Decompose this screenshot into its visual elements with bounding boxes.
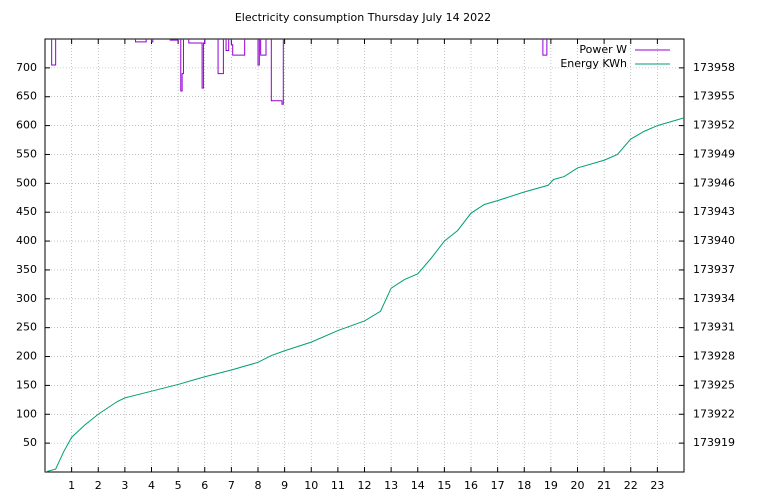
y2-tick-label: 173940 — [693, 234, 735, 247]
plot-frame — [44, 38, 685, 473]
y2-tick-label: 173928 — [693, 350, 735, 363]
y2-tick-label: 173919 — [693, 436, 735, 449]
x-tick-label: 3 — [121, 479, 128, 492]
y-tick-label: 200 — [16, 350, 37, 363]
y-tick-label: 600 — [16, 119, 37, 132]
x-tick-label: 2 — [95, 479, 102, 492]
y-tick-label: 400 — [16, 234, 37, 247]
y-tick-label: 500 — [16, 176, 37, 189]
y2-tick-label: 173934 — [693, 292, 735, 305]
y-tick-label: 250 — [16, 321, 37, 334]
y-tick-label: 450 — [16, 205, 37, 218]
y-tick-label: 650 — [16, 90, 37, 103]
x-tick-label: 10 — [304, 479, 318, 492]
x-tick-label: 13 — [384, 479, 398, 492]
chart-title: Electricity consumption Thursday July 14… — [235, 11, 491, 24]
x-tick-label: 1 — [68, 479, 75, 492]
x-tick-label: 12 — [358, 479, 372, 492]
x-tick-label: 20 — [571, 479, 585, 492]
x-tick-label: 9 — [281, 479, 288, 492]
x-tick-label: 21 — [597, 479, 611, 492]
y2-tick-label: 173922 — [693, 407, 735, 420]
y-tick-label: 50 — [23, 436, 37, 449]
x-tick-label: 4 — [148, 479, 155, 492]
x-tick-label: 22 — [624, 479, 638, 492]
x-tick-label: 19 — [544, 479, 558, 492]
y-tick-label: 550 — [16, 147, 37, 160]
y-tick-label: 150 — [16, 378, 37, 391]
series-line — [51, 39, 548, 105]
x-tick-label: 6 — [201, 479, 208, 492]
x-tick-label: 15 — [437, 479, 451, 492]
y-tick-label: 100 — [16, 407, 37, 420]
x-tick-label: 16 — [464, 479, 478, 492]
legend-label: Power W — [579, 43, 627, 56]
y2-tick-label: 173931 — [693, 321, 735, 334]
legend-label: Energy KWh — [560, 57, 627, 70]
y2-tick-label: 173946 — [693, 176, 735, 189]
y-tick-label: 300 — [16, 292, 37, 305]
x-tick-label: 5 — [175, 479, 182, 492]
x-tick-label: 18 — [517, 479, 531, 492]
y2-tick-label: 173949 — [693, 147, 735, 160]
y-tick-label: 350 — [16, 263, 37, 276]
y-tick-label: 700 — [16, 61, 37, 74]
y2-tick-label: 173943 — [693, 205, 735, 218]
series-line — [45, 117, 684, 472]
x-tick-label: 23 — [650, 479, 664, 492]
y2-tick-label: 173952 — [693, 119, 735, 132]
y2-tick-label: 173937 — [693, 263, 735, 276]
y2-tick-label: 173925 — [693, 378, 735, 391]
x-tick-label: 8 — [255, 479, 262, 492]
x-tick-label: 14 — [411, 479, 425, 492]
y2-tick-label: 173955 — [693, 90, 735, 103]
x-tick-label: 17 — [491, 479, 505, 492]
x-tick-label: 7 — [228, 479, 235, 492]
y2-tick-label: 173958 — [693, 61, 735, 74]
x-tick-label: 11 — [331, 479, 345, 492]
